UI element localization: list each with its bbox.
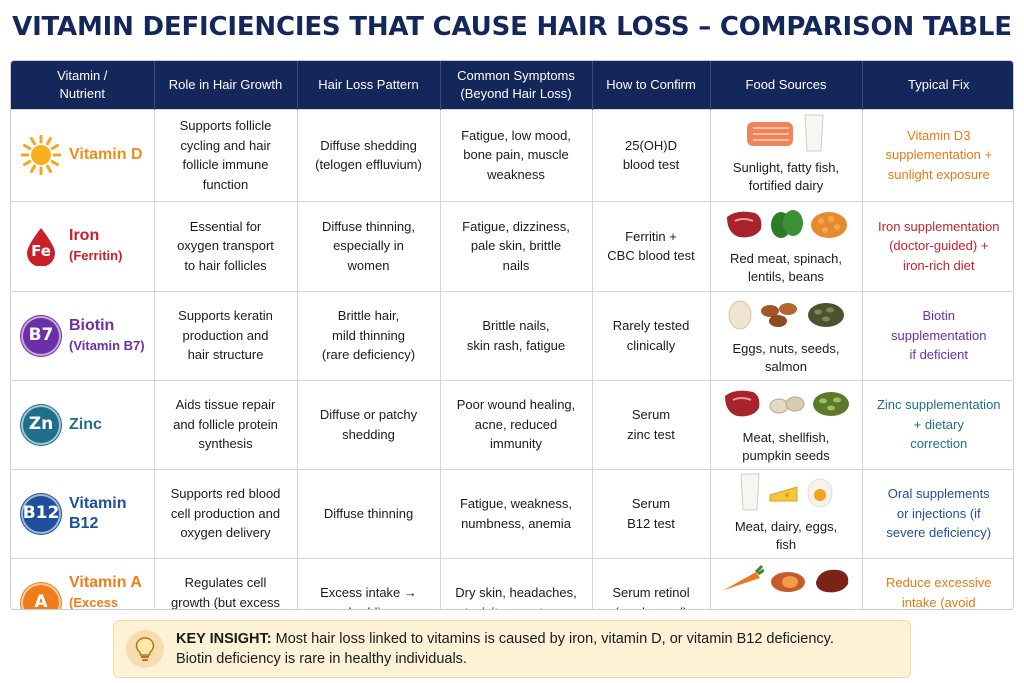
fix-cell: Zinc supplementation + dietary correction <box>862 379 1013 469</box>
nutrient-cell: Fe Iron (Ferritin) <box>11 200 155 291</box>
pattern-cell: Diffuse thinning, especially in women <box>297 200 441 291</box>
fix-cell: Iron supplementation (doctor-guided) + iro… <box>862 200 1013 291</box>
nutrient-cell: B12 Vitamin B12 <box>11 468 155 558</box>
foods-cell: Meat, dairy, eggs, fish <box>710 468 863 558</box>
nutrient-name: Vitamin A <box>69 573 142 591</box>
vitamin-a-icon: A <box>21 582 61 609</box>
spinach-icon <box>769 207 805 247</box>
red-meat-icon <box>721 386 763 426</box>
role-cell: Supports follicle cycling and hair follicl… <box>154 108 298 201</box>
confirm-cell: Rarely tested clinically <box>592 290 711 380</box>
insight-line-1: Most hair loss linked to vitamins is cau… <box>275 631 834 647</box>
nutrient-name: Biotin <box>69 316 115 334</box>
fix-cell: Biotin supplementation if deficient <box>862 290 1013 380</box>
fix-cell: Vitamin D3 supplementation + sunlight expo… <box>862 108 1013 201</box>
zinc-zn-icon: Zn <box>21 404 61 445</box>
milk-glass-icon <box>801 113 827 159</box>
sun-icon <box>20 134 62 176</box>
table-row: Vitamin D Supports follicle cycling and ha… <box>11 108 1013 201</box>
nutrient-name: Zinc <box>69 415 102 433</box>
pattern-cell: Diffuse thinning <box>297 468 441 558</box>
comparison-table: Vitamin / Nutrient Role in Hair Growth Ha… <box>10 60 1014 610</box>
b12-icon: B12 <box>21 493 61 534</box>
table-row: Zn Zinc Aids tissue repair and follicle pro… <box>11 379 1013 469</box>
nuts-icon <box>758 297 802 337</box>
lightbulb-icon <box>126 630 164 668</box>
symptoms-cell: Fatigue, weakness, numbness, anemia <box>440 468 593 558</box>
confirm-cell: Serum zinc test <box>592 379 711 469</box>
header-fix: Typical Fix <box>862 61 1013 109</box>
role-cell: Aids tissue repair and follicle protein sy… <box>154 379 298 469</box>
symptoms-cell: Poor wound healing, acne, reduced immunity <box>440 379 593 469</box>
milk-glass-icon <box>737 472 763 518</box>
header-confirm: How to Confirm <box>592 61 711 109</box>
header-nutrient: Vitamin / Nutrient <box>11 61 155 109</box>
symptoms-cell: Dry skin, headaches,toxicity symptoms <box>440 557 593 609</box>
insight-key-label: KEY INSIGHT: <box>176 631 272 647</box>
nutrient-cell: Vitamin D <box>11 108 155 201</box>
red-meat-icon <box>723 207 765 247</box>
foods-cell: Carrots, sweetpotatoes, liver <box>710 557 863 609</box>
header-pattern: Hair Loss Pattern <box>297 61 441 109</box>
iron-fe-icon: Fe <box>21 226 61 266</box>
pattern-cell: Brittle hair, mild thinning (rare deficien… <box>297 290 441 380</box>
header-role: Role in Hair Growth <box>154 61 298 109</box>
header-symptoms: Common Symptoms (Beyond Hair Loss) <box>440 61 593 109</box>
symptoms-cell: Fatigue, low mood, bone pain, muscle weakn… <box>440 108 593 201</box>
pumpkin-seeds-icon <box>811 386 851 426</box>
shellfish-icon <box>767 386 807 426</box>
pattern-cell: Diffuse or patchy shedding <box>297 379 441 469</box>
lentils-icon <box>809 207 849 247</box>
nutrient-cell: B7 Biotin (Vitamin B7) <box>11 290 155 380</box>
table-row: B12 Vitamin B12 Supports red blood cell pro… <box>11 468 1013 558</box>
biotin-b7-icon: B7 <box>21 315 61 356</box>
confirm-cell: Serum retinol(rarely used) <box>592 557 711 609</box>
role-cell: Essential for oxygen transport to hair fol… <box>154 200 298 291</box>
carrot-icon <box>720 564 765 604</box>
foods-cell: Red meat, spinach, lentils, beans <box>710 200 863 291</box>
nutrient-cell: Zn Zinc <box>11 379 155 469</box>
salmon-icon <box>745 116 797 156</box>
confirm-cell: Ferritin + CBC blood test <box>592 200 711 291</box>
boiled-egg-icon <box>805 475 835 515</box>
role-cell: Supports red blood cell production and oxy… <box>154 468 298 558</box>
symptoms-cell: Fatigue, dizziness, pale skin, brittle nai… <box>440 200 593 291</box>
foods-cell: Sunlight, fatty fish, fortified dairy <box>710 108 863 201</box>
table-header-row: Vitamin / Nutrient Role in Hair Growth Ha… <box>11 61 1013 109</box>
pattern-cell: Excess intake →shedding <box>297 557 441 609</box>
table-row: B7 Biotin (Vitamin B7) Supports keratin prod… <box>11 290 1013 380</box>
key-insight-box: KEY INSIGHT: Most hair loss linked to vi… <box>113 620 911 678</box>
symptoms-cell: Brittle nails, skin rash, fatigue <box>440 290 593 380</box>
role-cell: Supports keratin production and hair struc… <box>154 290 298 380</box>
confirm-cell: 25(OH)D blood test <box>592 108 711 201</box>
nutrient-name: Iron <box>69 227 100 244</box>
insight-line-2: Biotin deficiency is rare in healthy ind… <box>176 651 467 667</box>
sweet-potato-icon <box>768 564 808 604</box>
liver-icon <box>812 564 852 604</box>
confirm-cell: Serum B12 test <box>592 468 711 558</box>
page-title: VITAMIN DEFICIENCIES THAT CAUSE HAIR LOS… <box>12 12 1012 42</box>
header-foods: Food Sources <box>710 61 863 109</box>
foods-cell: Meat, shellfish, pumpkin seeds <box>710 379 863 469</box>
table-row: Fe Iron (Ferritin) Essential for oxygen tran… <box>11 200 1013 291</box>
pattern-cell: Diffuse shedding (telogen effluvium) <box>297 108 441 201</box>
nutrient-name: Vitamin B12 <box>69 494 127 532</box>
seeds-icon <box>806 297 846 337</box>
egg-icon <box>726 297 754 337</box>
foods-cell: Eggs, nuts, seeds, salmon <box>710 290 863 380</box>
fix-cell: Oral supplements or injections (if severe … <box>862 468 1013 558</box>
nutrient-name: Vitamin D <box>69 146 143 163</box>
cheese-icon <box>767 475 801 515</box>
